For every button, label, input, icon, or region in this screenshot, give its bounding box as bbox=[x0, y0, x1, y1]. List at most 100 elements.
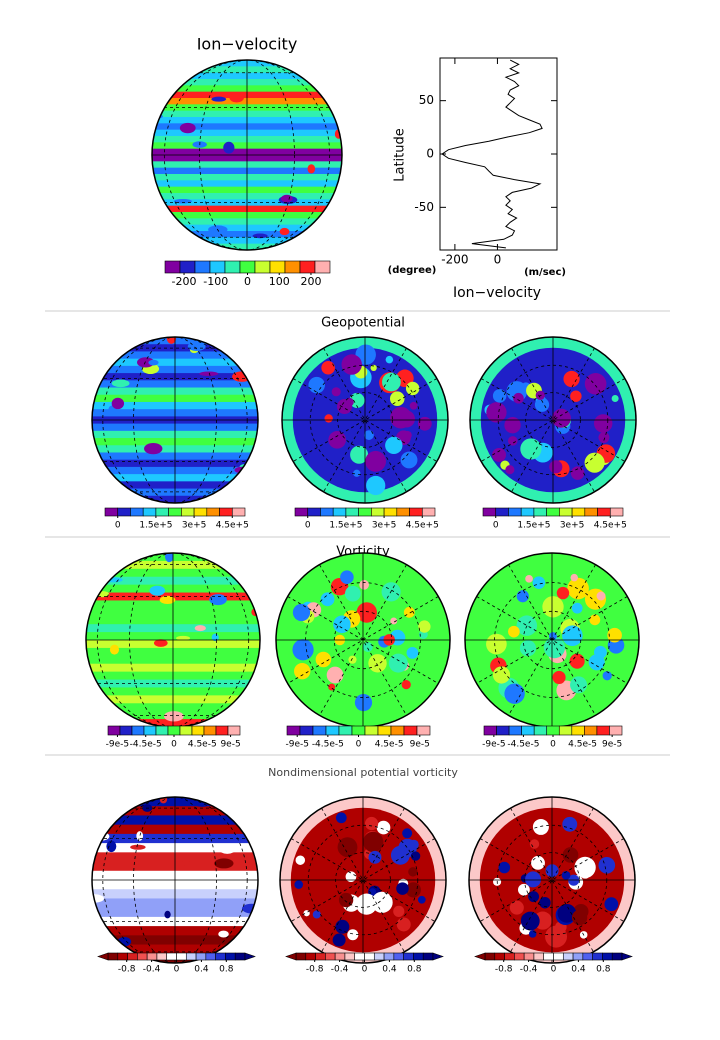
parallel bbox=[307, 824, 419, 936]
colorbar-label: 0 bbox=[493, 521, 499, 531]
colorbar-box bbox=[482, 507, 497, 517]
colorbar-label: 4.5e-5 bbox=[188, 740, 217, 750]
colorbar-box bbox=[523, 952, 535, 961]
colorbar-label: -9e-5 bbox=[285, 740, 308, 750]
blob bbox=[109, 644, 120, 655]
colorbar-label: 0.8 bbox=[596, 965, 611, 975]
colorbar-label: 4.5e+5 bbox=[406, 521, 439, 531]
blob bbox=[532, 576, 546, 589]
parallel bbox=[496, 824, 608, 936]
blob bbox=[166, 337, 177, 344]
blob bbox=[368, 850, 382, 864]
colorbar-box bbox=[193, 507, 208, 517]
blob bbox=[182, 855, 190, 867]
meridian bbox=[479, 838, 625, 922]
blob bbox=[611, 394, 619, 402]
colorbar-label: 100 bbox=[269, 275, 290, 288]
blob bbox=[148, 359, 159, 366]
colorbar-box bbox=[234, 952, 246, 961]
blob bbox=[194, 625, 206, 632]
meridian bbox=[476, 596, 628, 684]
blob bbox=[507, 436, 518, 446]
blob bbox=[385, 355, 394, 364]
meridian bbox=[163, 60, 331, 250]
blob bbox=[594, 645, 607, 659]
colorbar-box bbox=[364, 725, 379, 736]
blob bbox=[405, 381, 420, 396]
colorbar-box bbox=[562, 952, 574, 961]
colorbar-label: 4.5e+5 bbox=[216, 521, 249, 531]
colorbar-label: -9e-5 bbox=[482, 740, 505, 750]
blob bbox=[321, 360, 335, 375]
colorbar-box bbox=[377, 725, 392, 736]
colorbar-box bbox=[571, 725, 585, 736]
meridian bbox=[102, 337, 248, 503]
blob bbox=[513, 392, 524, 404]
blob bbox=[218, 930, 229, 938]
meridian bbox=[129, 553, 217, 727]
blob bbox=[111, 397, 125, 410]
colorbar-box bbox=[295, 952, 307, 961]
colorbar-box bbox=[179, 725, 193, 736]
y-unit: (degree) bbox=[388, 265, 437, 276]
colorbar-box bbox=[167, 725, 181, 736]
blob bbox=[409, 401, 418, 410]
blob bbox=[208, 797, 222, 805]
colorbar-box bbox=[215, 725, 229, 736]
blob bbox=[149, 585, 166, 596]
globe bbox=[469, 797, 635, 963]
blob bbox=[562, 816, 578, 832]
blob bbox=[366, 475, 386, 496]
blob bbox=[341, 354, 362, 375]
colorbar-label: 4.5e-5 bbox=[568, 740, 597, 750]
blob bbox=[328, 431, 346, 449]
colorbar-box bbox=[325, 725, 340, 736]
blob bbox=[520, 438, 542, 460]
blob bbox=[602, 671, 612, 681]
colorbar-box bbox=[393, 952, 404, 961]
colorbar-box bbox=[345, 507, 359, 517]
colorbar-box bbox=[416, 725, 431, 736]
blob bbox=[551, 408, 571, 428]
colorbar-box bbox=[413, 952, 424, 961]
colorbar-box bbox=[195, 952, 207, 961]
meridian bbox=[321, 807, 405, 953]
colorbar-box bbox=[371, 507, 385, 517]
blob bbox=[210, 553, 224, 560]
blob bbox=[520, 911, 540, 931]
parallel bbox=[525, 392, 581, 448]
blob bbox=[95, 338, 115, 344]
colorbar-box bbox=[409, 507, 423, 517]
blob bbox=[199, 371, 219, 377]
globe bbox=[86, 553, 260, 727]
colorbar-label: 4.5e-5 bbox=[375, 740, 404, 750]
colorbar-box bbox=[602, 952, 613, 961]
colorbar-box bbox=[224, 260, 241, 274]
blob bbox=[570, 573, 578, 582]
colorbar-label: 0 bbox=[244, 275, 251, 288]
chart-title: Geopotential bbox=[321, 316, 405, 331]
colorbar-box bbox=[142, 507, 157, 517]
blob bbox=[401, 680, 411, 690]
blob bbox=[365, 450, 387, 472]
colorbar-box bbox=[294, 507, 309, 517]
blob bbox=[552, 670, 566, 684]
blob bbox=[356, 602, 377, 623]
blob bbox=[130, 844, 146, 850]
meridian bbox=[290, 838, 436, 922]
blob bbox=[335, 812, 347, 824]
blob bbox=[505, 465, 515, 475]
colorbar-label: 0 bbox=[356, 740, 362, 750]
colorbar-label: -0.4 bbox=[520, 965, 538, 975]
blob bbox=[344, 585, 361, 602]
blob bbox=[340, 570, 354, 584]
colorbar-label: 0 bbox=[305, 521, 311, 531]
blob bbox=[571, 909, 588, 926]
colorbar-box bbox=[286, 725, 301, 736]
blob bbox=[307, 164, 316, 174]
globe bbox=[470, 337, 636, 503]
colorbar-box bbox=[320, 507, 334, 517]
blob bbox=[557, 903, 577, 923]
blob bbox=[492, 389, 507, 403]
colorbar-box bbox=[521, 725, 535, 736]
